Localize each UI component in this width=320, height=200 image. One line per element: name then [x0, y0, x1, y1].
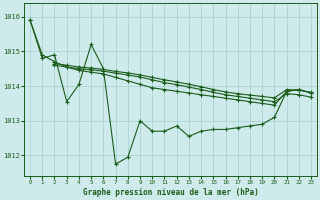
X-axis label: Graphe pression niveau de la mer (hPa): Graphe pression niveau de la mer (hPa): [83, 188, 259, 197]
